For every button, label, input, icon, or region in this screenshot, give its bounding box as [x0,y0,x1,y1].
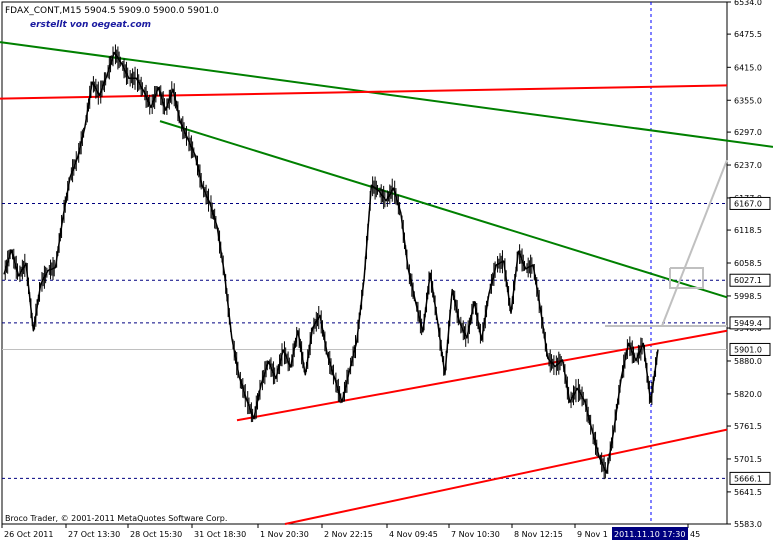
x-tick-label: 8 Nov 12:15 [514,530,563,539]
level-label-box [729,471,771,485]
trendline[interactable] [284,428,728,525]
y-tick-label: 6415.0 [734,63,762,72]
callout-line [661,159,728,327]
y-tick-label: 5641.5 [734,488,762,497]
level-label: 6167.0 [734,199,762,208]
x-tick-label: 7 Nov 10:30 [451,530,500,539]
y-tick-label: 6297.0 [734,128,762,137]
y-tick-label: 6475.5 [734,30,762,39]
level-label: 5666.1 [734,474,762,483]
x-tick-label: 45 [690,530,700,539]
level-label: 5901.0 [734,345,762,354]
y-tick-label: 5880.0 [734,357,762,366]
trendline[interactable] [0,84,728,100]
cursor-time-badge [612,527,688,540]
y-tick-label: 6355.0 [734,96,762,105]
y-tick-label: 5998.5 [734,292,762,301]
y-tick-label: 5820.0 [734,390,762,399]
x-tick-label: 27 Oct 13:30 [68,530,120,539]
projection-callout [605,159,728,327]
trendline[interactable] [0,41,773,148]
y-tick-label: 5701.5 [734,455,762,464]
level-label-box [729,316,771,330]
cursor-time-label: 2011.11.10 17:30 [614,530,685,539]
level-label-box [729,196,771,210]
chart-title: FDAX_CONT,M15 5904.5 5909.0 5900.0 5901.… [5,6,219,16]
watermark-text: erstellt von oegeat.com [30,20,151,30]
level-label-box [729,273,771,287]
y-tick-label: 5761.5 [734,422,762,431]
trendline[interactable] [159,120,728,299]
level-labels: 6167.0 6027.1 5949.4 5901.0 5666.1 [729,196,771,485]
level-label: 6027.1 [734,276,762,285]
x-tick-label: 31 Oct 18:30 [194,530,246,539]
y-tick-label: 6118.5 [734,226,762,235]
time-axis: 26 Oct 2011 27 Oct 13:30 28 Oct 15:30 31 Oc… [1,524,700,540]
y-tick-label: 6058.5 [734,259,762,268]
copyright-text: Broco Trader, © 2001-2011 MetaQuotes Sof… [5,514,227,523]
x-tick-label: 1 Nov 20:30 [260,530,309,539]
x-tick-label: 4 Nov 09:45 [389,530,438,539]
level-label-box [729,342,771,356]
y-tick-label: 5583.0 [734,520,762,529]
x-tick-label: 28 Oct 15:30 [130,530,182,539]
x-tick-label: 2 Nov 22:15 [324,530,373,539]
trendline[interactable] [236,329,728,422]
x-tick-label: 26 Oct 2011 [4,530,53,539]
callout-box [669,267,704,289]
y-tick-label: 6534.0 [734,0,762,7]
y-tick-label: 6237.0 [734,161,762,170]
level-label: 5949.4 [734,319,762,328]
price-series [3,44,659,480]
x-tick-label: 9 Nov 1 [577,530,608,539]
trendlines[interactable] [0,41,773,525]
